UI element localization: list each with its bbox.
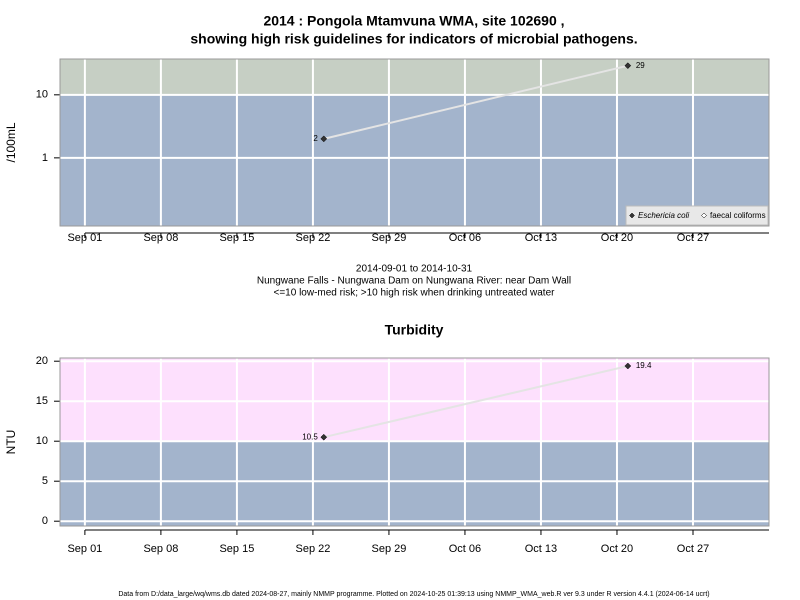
y-tick-label: 10	[36, 89, 48, 101]
y-tick-label: 5	[42, 475, 48, 487]
x-tick-label: Sep 01	[67, 543, 102, 555]
data-label: 29	[636, 61, 645, 70]
chart-title: 2014 : Pongola Mtamvuna WMA, site 102690…	[263, 13, 564, 29]
high-risk-band	[60, 59, 769, 95]
x-tick-label: Sep 29	[371, 232, 406, 244]
data-point	[320, 433, 328, 441]
x-tick-label: Oct 13	[525, 232, 557, 244]
data-label: 19.4	[636, 361, 652, 370]
data-label: 2	[313, 134, 318, 143]
y-tick-label: 20	[36, 355, 48, 367]
x-tick-label: Sep 08	[143, 543, 178, 555]
chart-title: Turbidity	[385, 322, 444, 338]
caption: Nungwane Falls - Nungwana Dam on Nungwan…	[257, 276, 571, 287]
series-line	[323, 365, 629, 439]
legend-label: faecal coliforms	[710, 211, 766, 220]
y-tick-label: 10	[36, 435, 48, 447]
x-tick-label: Oct 20	[601, 232, 633, 244]
legend-label: Eschericia coli	[638, 211, 689, 220]
high-risk-band	[60, 358, 769, 442]
x-tick-label: Oct 27	[677, 232, 709, 244]
x-tick-label: Sep 15	[219, 232, 254, 244]
low-risk-band	[60, 441, 769, 526]
y-tick-label: 15	[36, 395, 48, 407]
footer: Data from D:/data_large/wq/wms.db dated …	[118, 591, 709, 598]
data-point	[320, 135, 328, 143]
x-tick-label: Sep 01	[67, 232, 102, 244]
plot-border	[59, 58, 770, 227]
x-tick-label: Oct 06	[449, 232, 481, 244]
legend-box	[625, 205, 769, 226]
x-tick-label: Sep 15	[219, 543, 254, 555]
y-axis-label: /100mL	[4, 122, 18, 162]
caption: <=10 low-med risk; >10 high risk when dr…	[274, 288, 556, 299]
x-tick-label: Oct 27	[677, 543, 709, 555]
x-tick-label: Sep 22	[295, 232, 330, 244]
caption: 2014-09-01 to 2014-10-31	[356, 264, 473, 275]
legend-marker	[629, 212, 635, 219]
series-line	[323, 64, 629, 140]
data-point	[624, 362, 632, 370]
x-tick-label: Oct 06	[449, 543, 481, 555]
x-tick-label: Sep 08	[143, 232, 178, 244]
plot-border	[59, 357, 770, 527]
data-point	[624, 62, 632, 70]
y-tick-label: 0	[42, 515, 48, 527]
x-tick-label: Sep 22	[295, 543, 330, 555]
x-tick-label: Oct 20	[601, 543, 633, 555]
chart-subtitle: showing high risk guidelines for indicat…	[190, 31, 637, 47]
legend-marker	[701, 212, 707, 219]
data-label: 10.5	[302, 432, 318, 441]
y-tick-label: 1	[42, 152, 48, 164]
x-tick-label: Oct 13	[525, 543, 557, 555]
y-axis-label: NTU	[4, 430, 18, 455]
x-tick-label: Sep 29	[371, 543, 406, 555]
